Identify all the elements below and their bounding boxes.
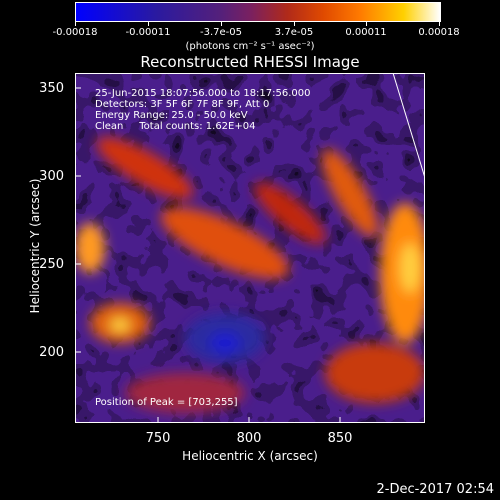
emission-regions xyxy=(75,137,425,413)
time-range-text: 25-Jun-2015 18:07:56.000 to 18:17:56.000 xyxy=(95,88,311,99)
colorbar-tick xyxy=(366,21,367,26)
x-tick-label: 800 xyxy=(236,431,262,446)
y-axis-title: Heliocentric Y (arcsec) xyxy=(28,178,42,314)
colorbar-label: 0.00011 xyxy=(345,27,387,38)
y-tick-label: 200 xyxy=(39,345,64,360)
colorbar-tick xyxy=(439,21,440,26)
rhessi-image xyxy=(75,73,425,423)
colorbar-label: 3.7e-05 xyxy=(274,27,314,38)
detectors-text: Detectors: 3F 5F 6F 7F 8F 9F, Att 0 xyxy=(95,99,270,110)
x-tick-label: 750 xyxy=(145,431,171,446)
colorbar xyxy=(75,2,441,22)
y-tick-label: 350 xyxy=(39,81,64,96)
image-title: Reconstructed RHESSI Image xyxy=(140,53,360,71)
peak-position-text: Position of Peak = [703,255] xyxy=(95,397,238,408)
axis-ticks xyxy=(75,87,341,423)
method-counts-text: Clean Total counts: 1.62E+04 xyxy=(95,121,256,132)
x-axis-title: Heliocentric X (arcsec) xyxy=(182,449,318,463)
energy-range-text: Energy Range: 25.0 - 50.0 keV xyxy=(95,110,248,121)
colorbar-tick xyxy=(75,21,76,26)
colorbar-label: -0.00018 xyxy=(52,27,98,38)
colorbar-label: -3.7e-05 xyxy=(200,27,242,38)
colorbar-tick xyxy=(294,21,295,26)
datestamp: 2-Dec-2017 02:54 xyxy=(376,482,495,497)
y-tick-label: 250 xyxy=(39,257,64,272)
x-tick-label: 850 xyxy=(327,431,353,446)
colorbar-label: -0.00011 xyxy=(125,27,171,38)
colorbar-tick xyxy=(221,21,222,26)
solar-limb-line xyxy=(392,73,425,179)
colorbar-tick xyxy=(148,21,149,26)
colorbar-units: (photons cm⁻² s⁻¹ asec⁻²) xyxy=(185,41,315,52)
y-tick-label: 300 xyxy=(39,169,64,184)
colorbar-label: 0.00018 xyxy=(418,27,460,38)
plot-frame xyxy=(75,73,425,423)
